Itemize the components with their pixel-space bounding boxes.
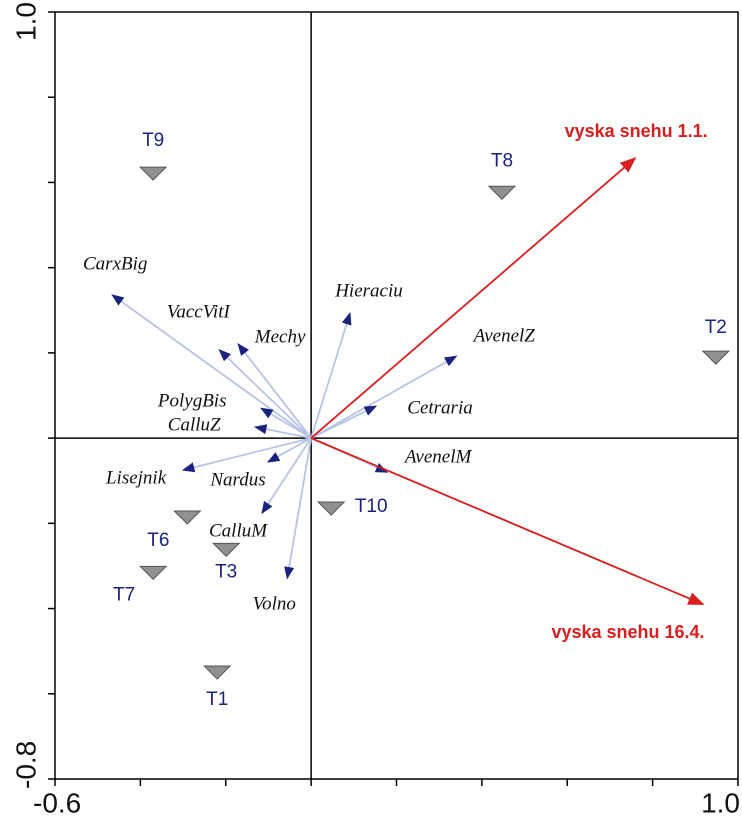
species-arrow bbox=[310, 405, 378, 439]
x-tick-label: 1.0 bbox=[701, 787, 740, 818]
sample-marker bbox=[138, 166, 168, 181]
species-arrow bbox=[266, 437, 312, 463]
sample-marker bbox=[203, 665, 232, 680]
sample-marker bbox=[487, 185, 517, 200]
environment-label: vyska snehu 1.1. bbox=[565, 121, 708, 141]
species-arrow bbox=[181, 437, 312, 473]
sample-label: T3 bbox=[215, 561, 237, 582]
sample-marker bbox=[211, 542, 241, 558]
sample-label: T10 bbox=[355, 496, 388, 517]
environment-arrow bbox=[310, 157, 637, 439]
species-label: CalluZ bbox=[168, 414, 221, 435]
y-tick-label: 1.0 bbox=[10, 2, 41, 41]
environment-label: vyska snehu 16.4. bbox=[551, 622, 704, 642]
species-label: Lisejnik bbox=[105, 467, 167, 488]
y-tick-label: -0.8 bbox=[10, 741, 41, 789]
species-arrow bbox=[261, 437, 312, 515]
species-label: AvenelZ bbox=[472, 326, 536, 347]
species-arrow bbox=[310, 312, 352, 439]
species-arrow bbox=[218, 349, 312, 439]
species-label: Hieraciu bbox=[334, 281, 403, 302]
sample-label: T8 bbox=[491, 150, 513, 171]
sample-marker bbox=[316, 501, 346, 516]
sample-marker bbox=[173, 510, 202, 525]
species-label: CarxBig bbox=[83, 253, 147, 274]
species-arrow bbox=[310, 355, 458, 439]
sample-label: T6 bbox=[147, 530, 169, 551]
species-label: VaccVitI bbox=[167, 301, 232, 322]
species-label: CalluM bbox=[209, 520, 268, 541]
species-arrow bbox=[237, 342, 312, 439]
species-arrow bbox=[253, 424, 312, 439]
species-label: Cetraria bbox=[407, 398, 472, 419]
species-arrow bbox=[111, 294, 312, 439]
species-arrow bbox=[284, 437, 313, 580]
sample-label: T2 bbox=[705, 317, 727, 338]
species-label: PolygBis bbox=[157, 391, 227, 412]
environment-arrow bbox=[310, 437, 705, 606]
species-label: AvenelM bbox=[403, 447, 473, 468]
sample-marker bbox=[701, 350, 731, 365]
species-arrow bbox=[260, 407, 312, 439]
sample-label: T9 bbox=[142, 130, 164, 151]
sample-marker bbox=[138, 565, 168, 581]
species-label: Mechy bbox=[254, 326, 306, 347]
sample-label: T1 bbox=[206, 689, 228, 710]
species-label: Nardus bbox=[209, 469, 265, 490]
sample-label: T7 bbox=[113, 584, 135, 605]
x-tick-label: -0.6 bbox=[33, 787, 81, 818]
species-label: Volno bbox=[253, 594, 296, 615]
